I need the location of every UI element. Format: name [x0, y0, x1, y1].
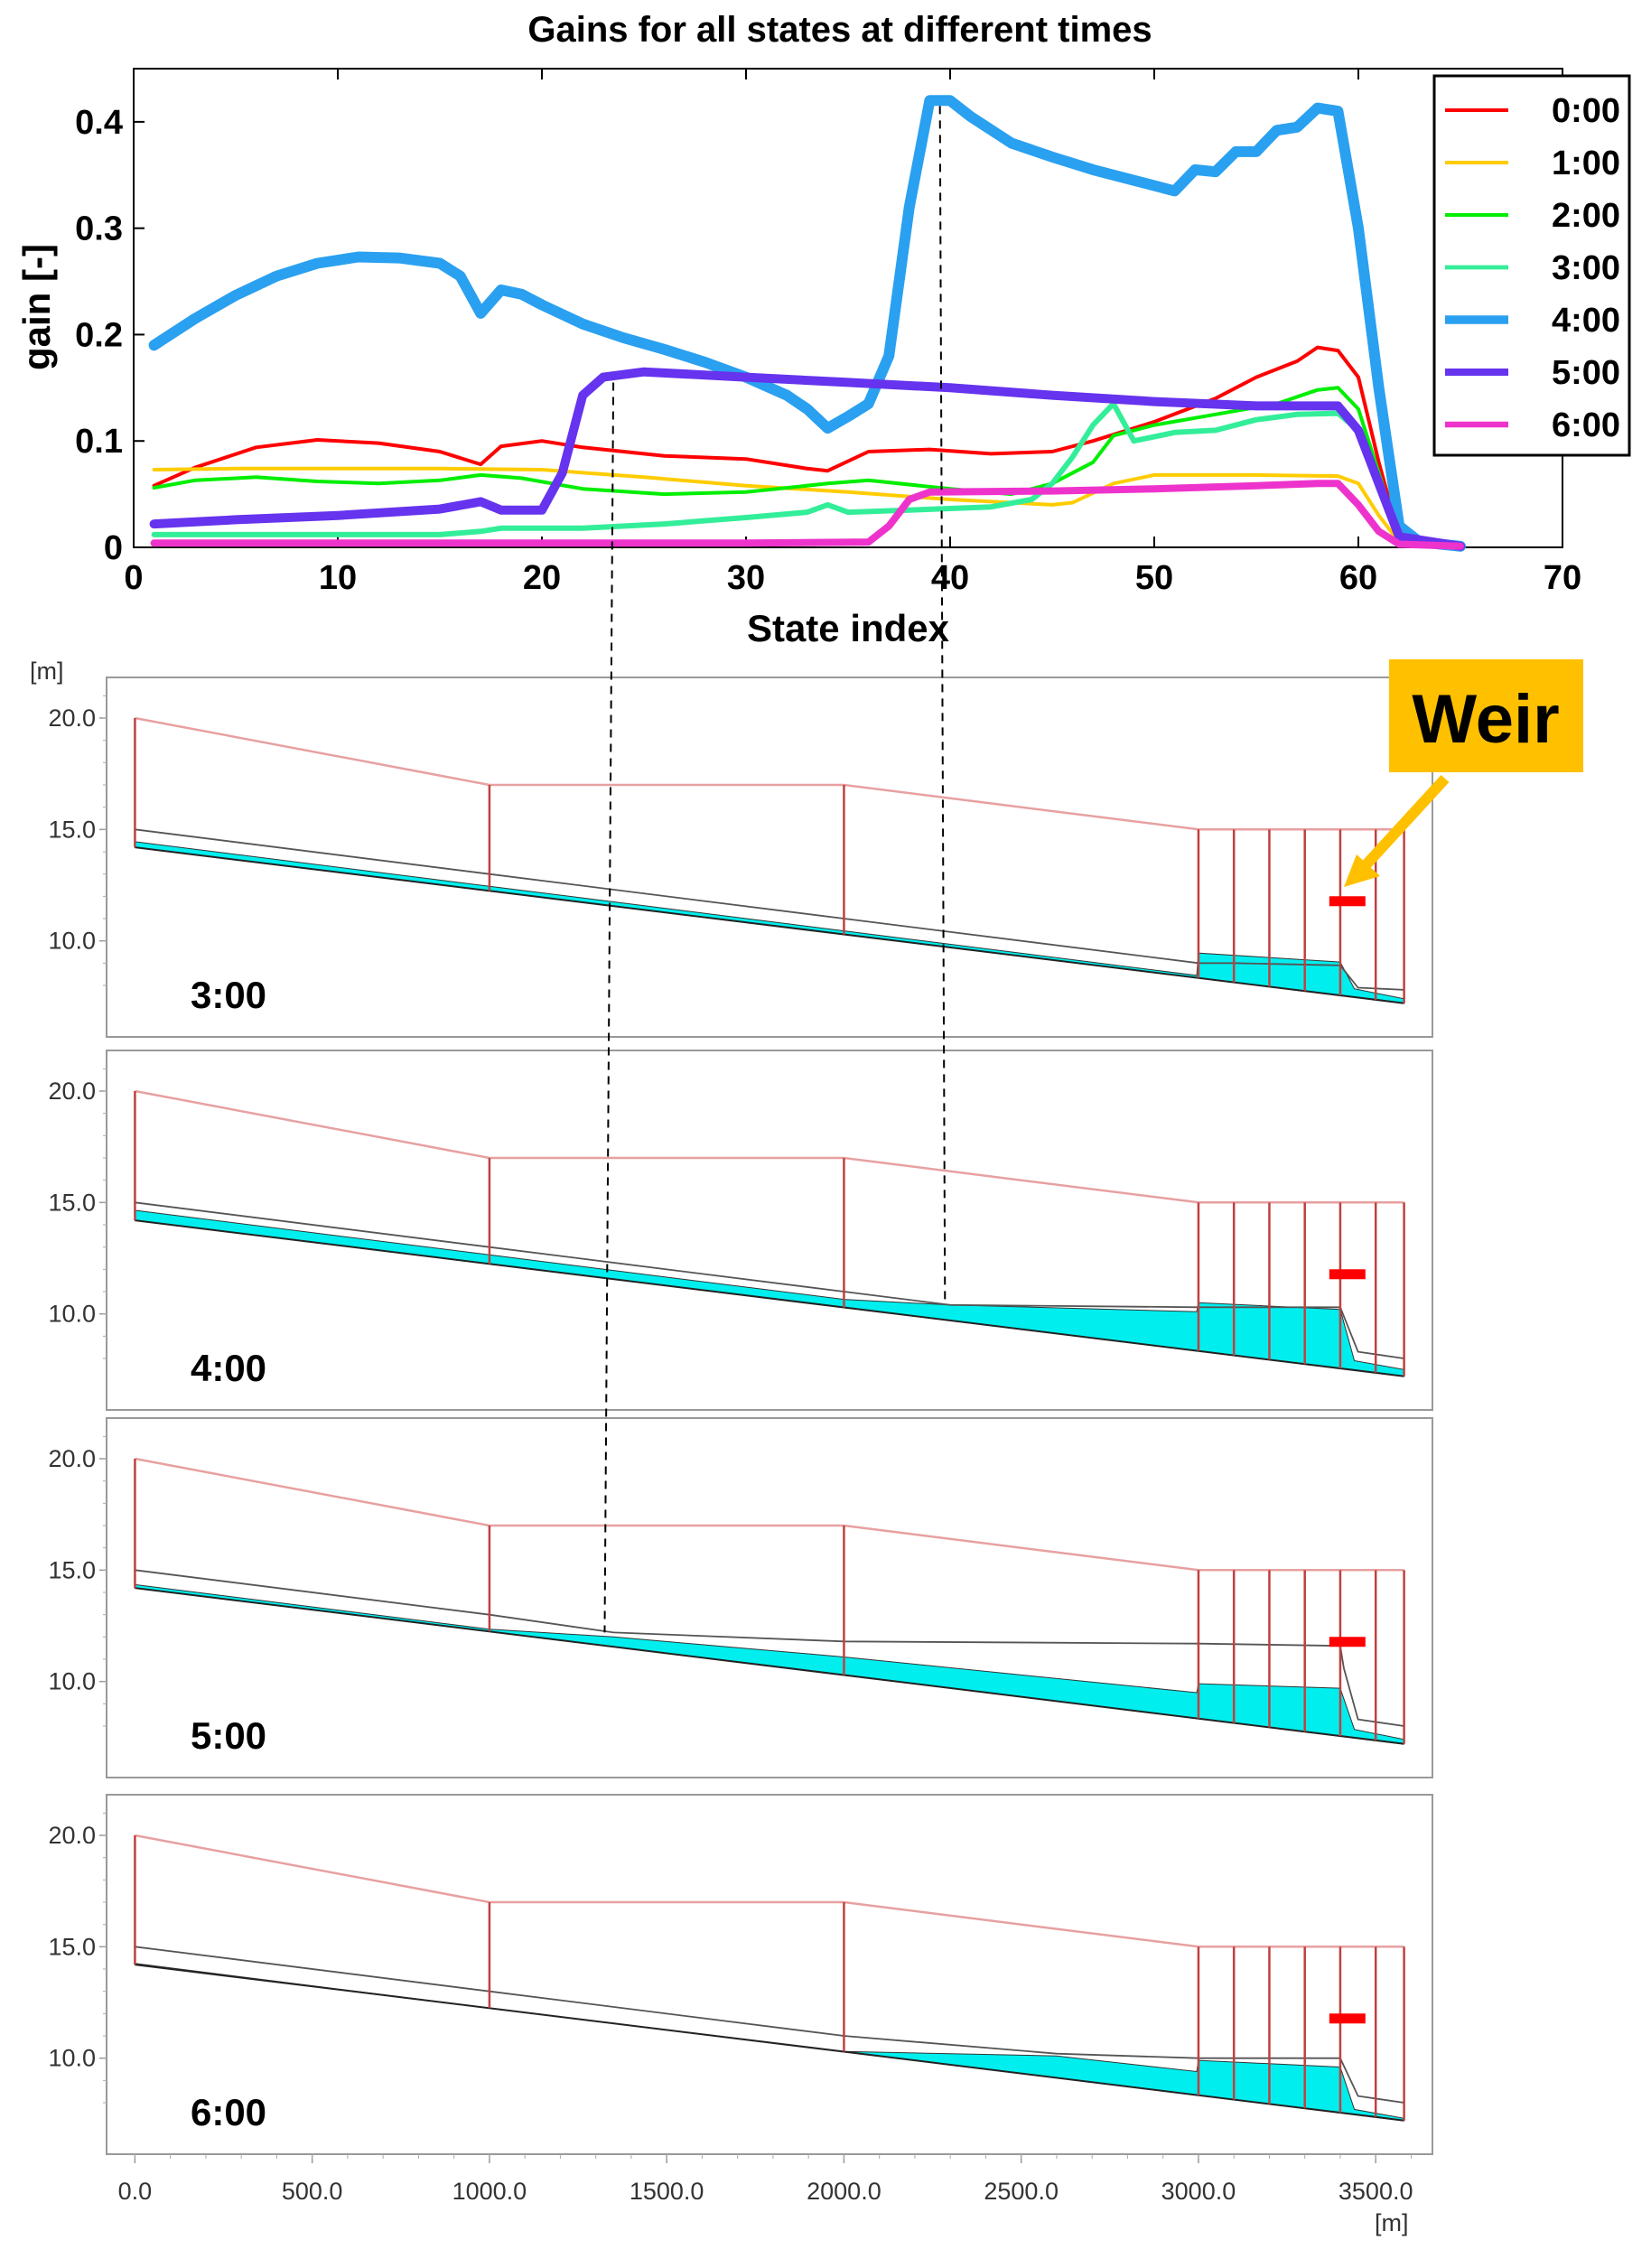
- gain-y-tick-label: 0: [104, 529, 123, 567]
- time-label: 5:00: [191, 1714, 266, 1757]
- profile-y-tick-label: 10.0: [48, 928, 96, 955]
- profile-y-tick-label: 15.0: [48, 1189, 96, 1216]
- time-label: 6:00: [191, 2091, 266, 2133]
- dashed-guide: [938, 106, 947, 1303]
- legend: 0:00 1:00 2:00 3:00 4:00 5:00 6:00: [1432, 74, 1631, 457]
- profile-y-tick-label: 10.0: [48, 1301, 96, 1328]
- profile-x-unit: [m]: [1375, 2209, 1409, 2236]
- weir-marker: [1329, 1637, 1366, 1647]
- legend-entry: 1:00: [1552, 145, 1620, 182]
- legend-entry: 5:00: [1552, 354, 1620, 392]
- profile-y-tick-label: 20.0: [48, 1822, 96, 1849]
- profile-panel-5-00: 10.0 15.0 20.0 5:00: [48, 1417, 1433, 1778]
- profile-y-tick-label: 20.0: [48, 1445, 96, 1472]
- legend-entry: 3:00: [1552, 249, 1620, 287]
- profile-x-ticks: 0.0 500.0 1000.0 1500.0 2000.0 2500.0 3000.0 35…: [118, 2154, 1413, 2205]
- gain-series-3-00: [151, 401, 1463, 549]
- profile-y-unit: [m]: [30, 658, 64, 685]
- dashed-guides: [603, 106, 947, 1633]
- gain-x-tick-label: 20: [523, 559, 561, 597]
- gain-ticks: [133, 69, 1563, 548]
- time-label: 4:00: [191, 1347, 266, 1389]
- bed-line: [135, 846, 1404, 1004]
- weir-label-box: [1389, 659, 1583, 772]
- gain-series-5-00: [149, 367, 1465, 551]
- gain-chart: Gains for all states at different times …: [15, 10, 1631, 649]
- gain-y-label: gain [-]: [15, 244, 58, 370]
- profile-y-tick-label: 20.0: [48, 705, 96, 732]
- profile-y-tick-label: 10.0: [48, 2045, 96, 2072]
- bed-line: [135, 1587, 1404, 1745]
- profile-x-tick-label: 1500.0: [630, 2178, 704, 2205]
- surface-line: [135, 828, 1404, 991]
- gain-series-1-00: [152, 466, 1462, 548]
- dashed-guide: [603, 382, 615, 1633]
- gain-x-tick-label: 70: [1544, 559, 1581, 597]
- gain-y-tick-label: 0.2: [75, 316, 123, 354]
- profile-panel-4-00: 10.0 15.0 20.0 4:00: [48, 1050, 1433, 1411]
- gain-x-label: State index: [747, 607, 950, 649]
- profile-y-tick-label: 10.0: [48, 1668, 96, 1695]
- surface-line: [135, 1946, 1404, 2104]
- weir-marker: [1329, 2013, 1366, 2024]
- weir-arrow-head: [1344, 854, 1380, 887]
- weir-marker: [1329, 896, 1366, 907]
- profile-x-tick-label: 3000.0: [1161, 2178, 1236, 2205]
- gain-series-0-00: [152, 345, 1462, 548]
- legend-entry: 0:00: [1552, 92, 1620, 130]
- gain-x-tick-label: 30: [727, 559, 765, 597]
- profile-x-tick-label: 3500.0: [1339, 2178, 1413, 2205]
- gain-series: [148, 95, 1466, 552]
- gain-tick-labels: 0 10 20 30 40 50 60 70 0 0.1 0.2 0.3 0.4: [75, 104, 1581, 597]
- legend-entry: 2:00: [1552, 197, 1620, 235]
- profile-x-tick-label: 500.0: [282, 2178, 343, 2205]
- legend-entry: 6:00: [1552, 406, 1620, 444]
- profile-x-tick-label: 0.0: [118, 2178, 153, 2205]
- profile-x-tick-label: 2500.0: [984, 2178, 1059, 2205]
- time-label: 3:00: [191, 974, 266, 1016]
- profile-panel-3-00: 10.0 15.0 20.0 3:00: [48, 677, 1433, 1038]
- profile-y-tick-label: 15.0: [48, 1556, 96, 1583]
- bed-line: [135, 1964, 1404, 2122]
- profile-panels: 10.0 15.0 20.0 3:00 10.0 15.0 20.0 4:00 10.0 15.0…: [48, 677, 1433, 2155]
- weir-arrow-shaft: [1361, 774, 1450, 870]
- profile-x-tick-label: 1000.0: [452, 2178, 527, 2205]
- gain-y-tick-label: 0.3: [75, 210, 123, 248]
- profile-y-tick-label: 15.0: [48, 816, 96, 843]
- weir-marker: [1329, 1269, 1366, 1280]
- legend-entry: 4:00: [1552, 302, 1620, 340]
- bed-line: [135, 1219, 1404, 1377]
- gain-x-tick-label: 50: [1135, 559, 1173, 597]
- profile-x-tick-label: 2000.0: [807, 2178, 881, 2205]
- gain-chart-title: Gains for all states at different times: [527, 10, 1152, 50]
- weir-label: Weir: [1412, 681, 1559, 758]
- gain-x-tick-label: 10: [319, 559, 357, 597]
- profile-y-tick-label: 20.0: [48, 1078, 96, 1105]
- weir-callout: Weir: [1344, 659, 1583, 887]
- profile-y-tick-label: 15.0: [48, 1933, 96, 1960]
- gain-y-tick-label: 0.1: [75, 423, 123, 461]
- gain-series-6-00: [150, 480, 1464, 550]
- gain-x-tick-label: 0: [124, 559, 143, 597]
- gain-y-tick-label: 0.4: [75, 104, 123, 142]
- profile-panel-6-00: 10.0 15.0 20.0 6:00: [48, 1794, 1433, 2155]
- gain-x-tick-label: 60: [1339, 559, 1377, 597]
- surface-line: [135, 1201, 1404, 1359]
- gain-x-tick-label: 40: [931, 559, 969, 597]
